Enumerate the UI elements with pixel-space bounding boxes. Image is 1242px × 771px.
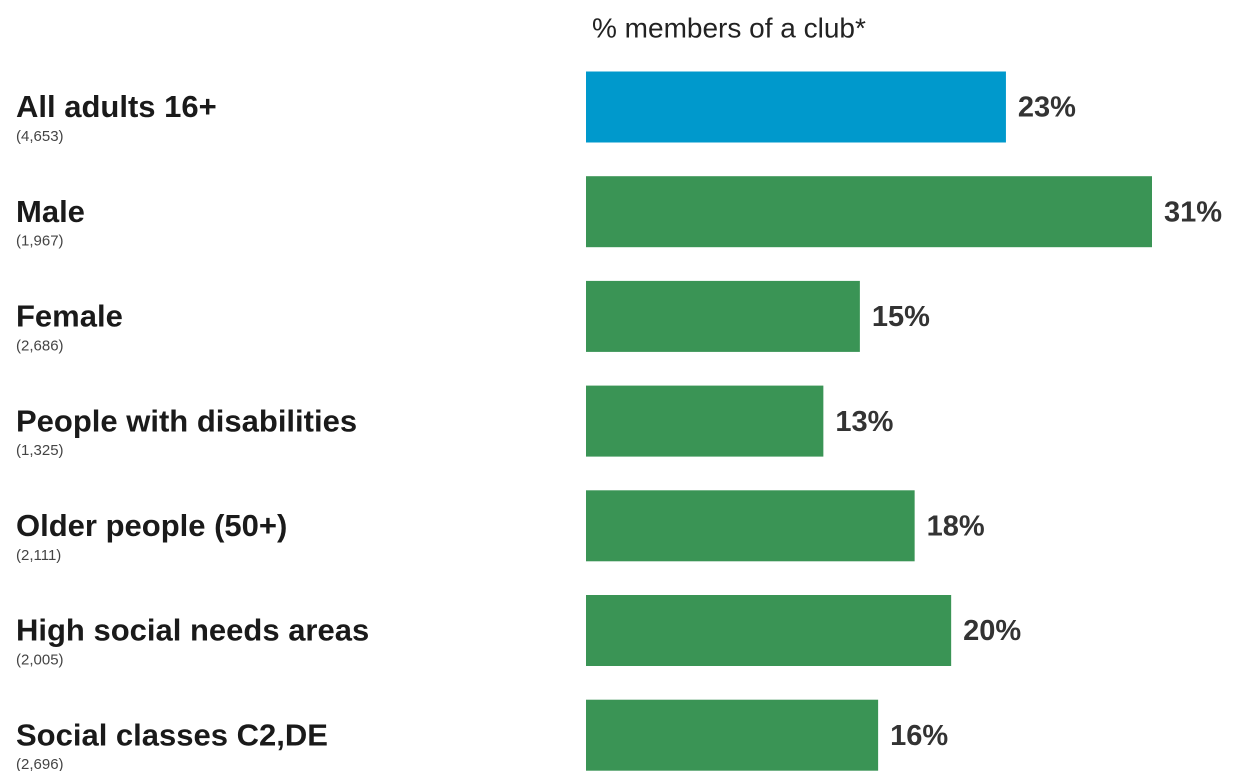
value-label: 13%: [835, 406, 893, 438]
category-label: Female: [16, 299, 123, 334]
bar: [586, 280, 860, 352]
sample-size: (2,686): [16, 337, 64, 354]
value-label: 23%: [1018, 92, 1076, 124]
bar: [586, 71, 1006, 143]
bar: [586, 385, 824, 457]
bar: [586, 176, 1152, 248]
sample-size: (1,967): [16, 233, 64, 250]
bar: [586, 595, 952, 666]
category-label: Older people (50+): [16, 508, 287, 543]
value-label: 16%: [890, 720, 948, 752]
value-label: 31%: [1164, 196, 1222, 228]
value-label: 15%: [872, 301, 930, 333]
bar: [586, 490, 915, 562]
sample-size: (2,005): [16, 651, 64, 668]
sample-size: (2,696): [16, 756, 64, 771]
category-label: Male: [16, 194, 85, 229]
category-label: High social needs areas: [16, 613, 369, 648]
value-label: 18%: [927, 510, 985, 542]
sample-size: (4,653): [16, 128, 64, 145]
value-label: 20%: [963, 615, 1021, 647]
category-label: Social classes C2,DE: [16, 717, 328, 752]
bar: [586, 699, 879, 771]
category-label: All adults 16+: [16, 89, 217, 124]
sample-size: (2,111): [16, 547, 61, 564]
chart-title: % members of a club*: [592, 12, 866, 43]
sample-size: (1,325): [16, 442, 64, 459]
category-label: People with disabilities: [16, 403, 357, 438]
